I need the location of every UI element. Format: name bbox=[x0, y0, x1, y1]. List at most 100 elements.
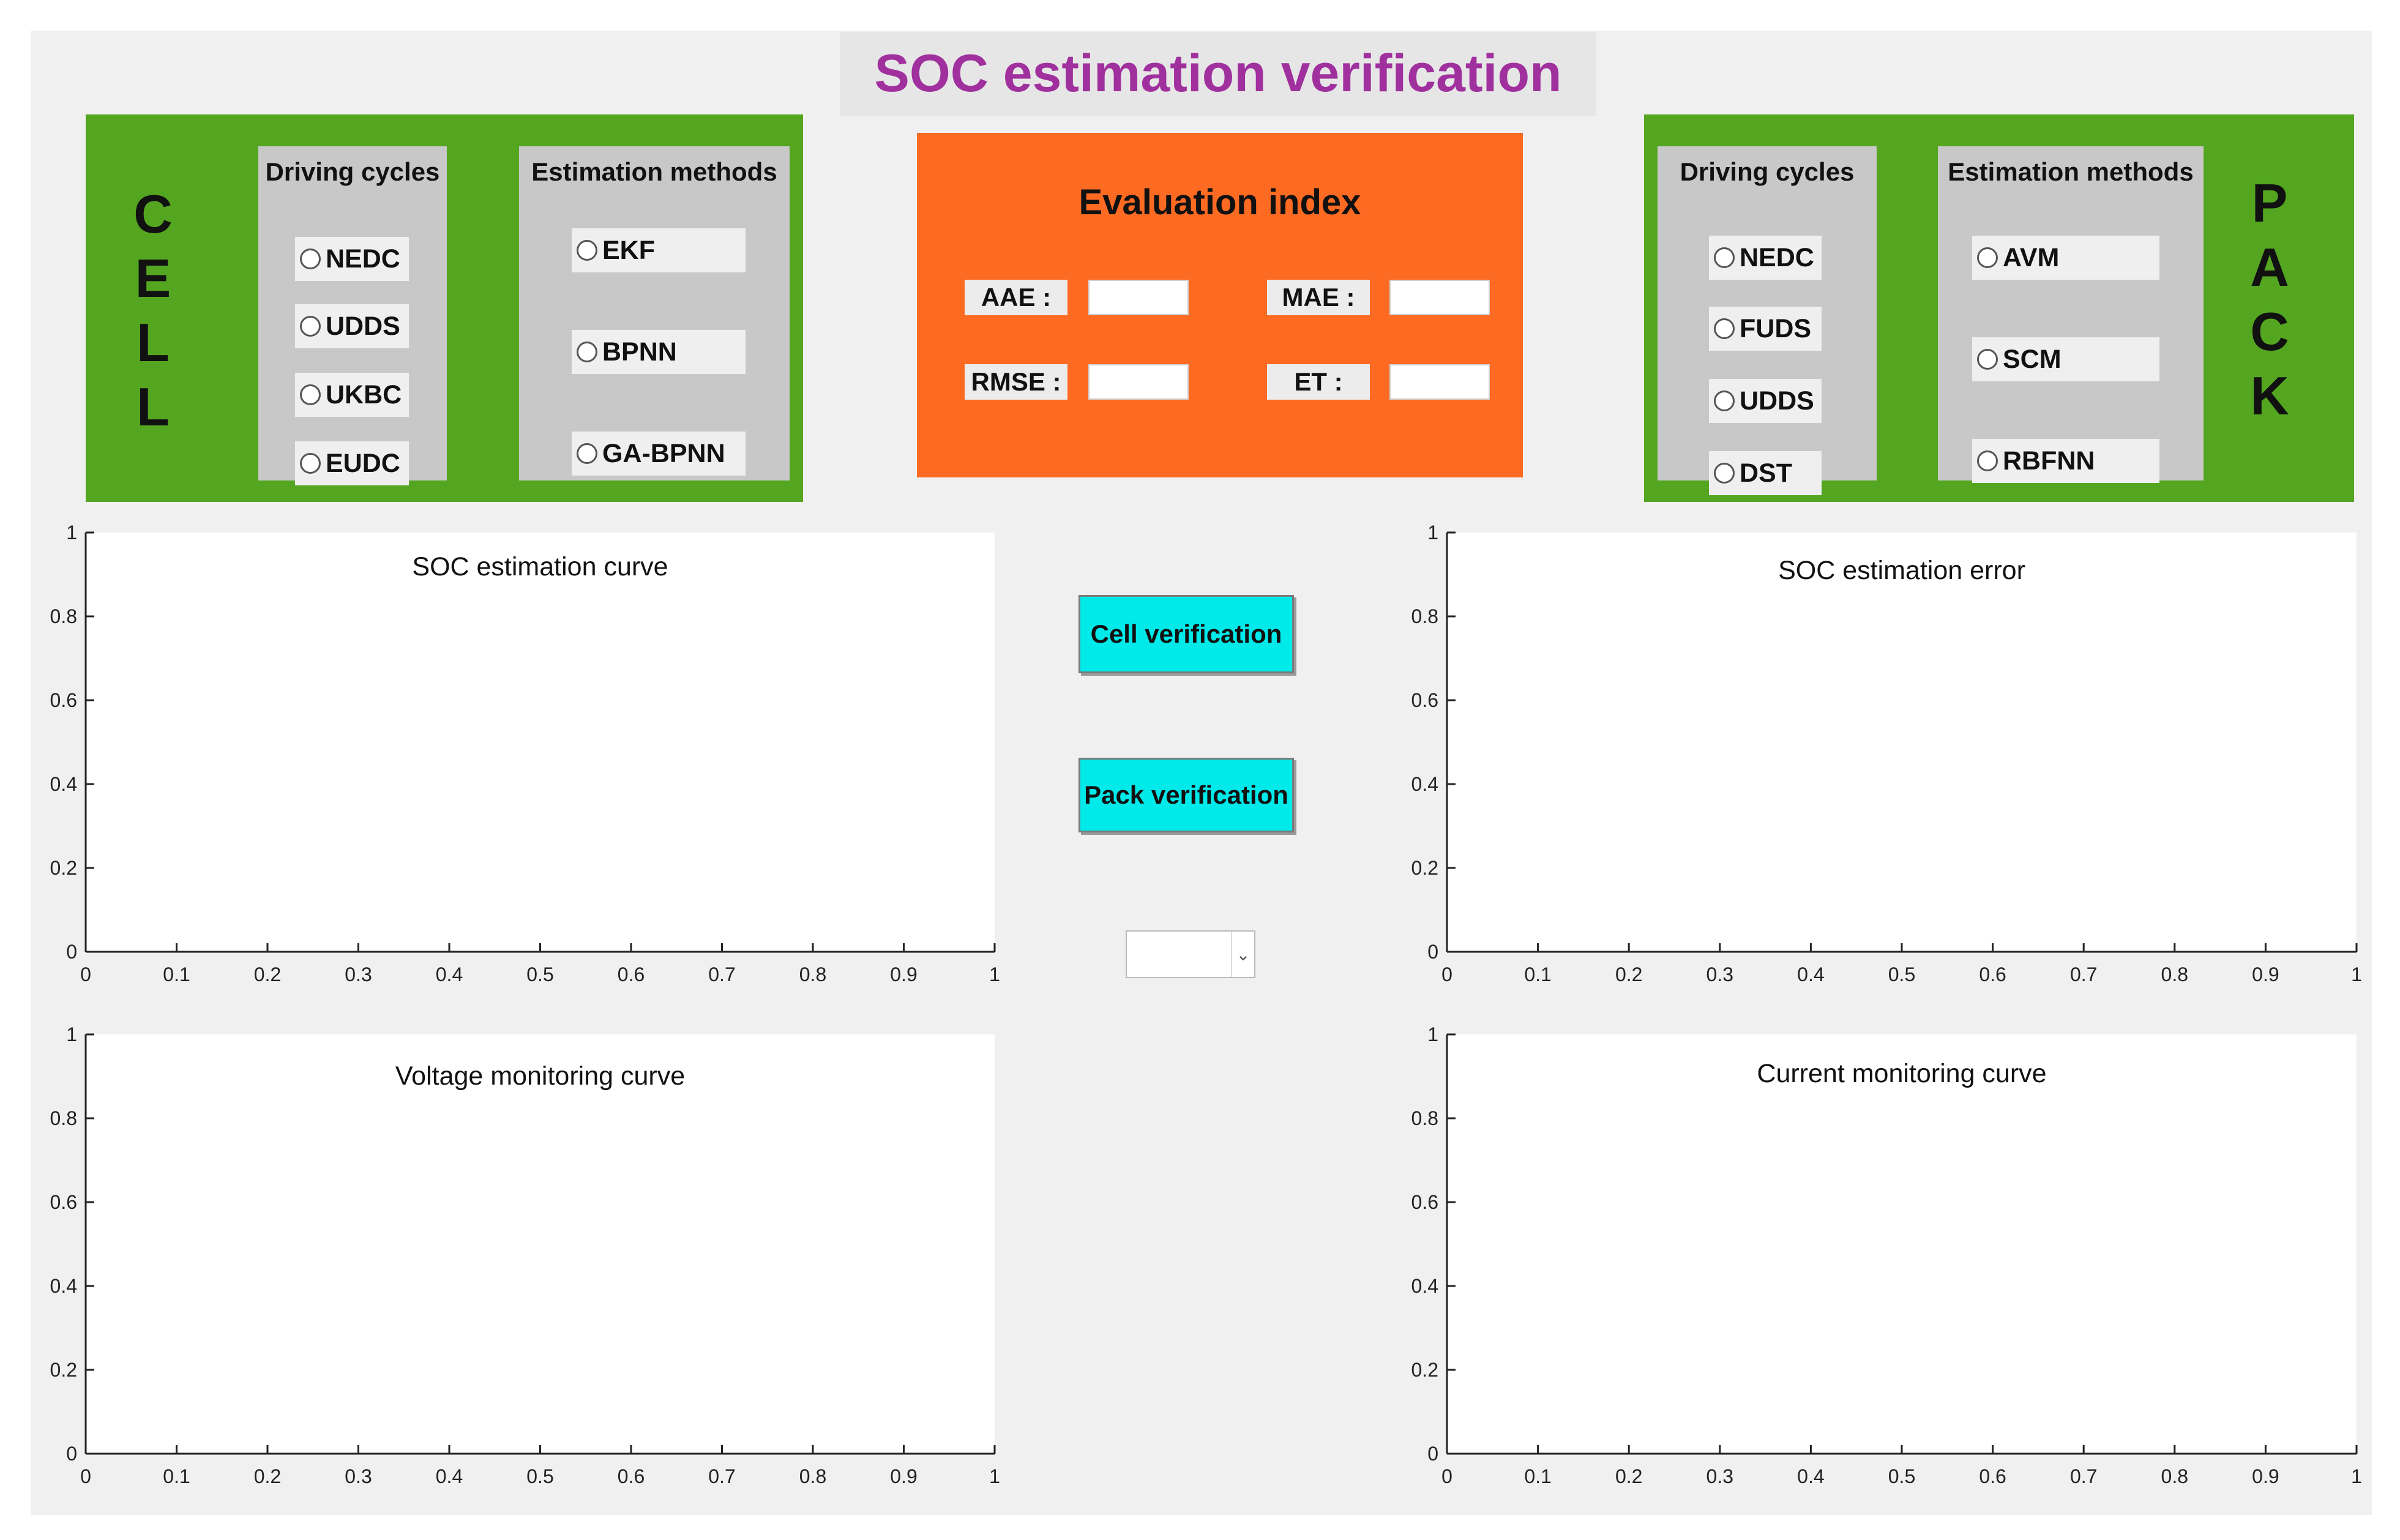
cell-driving-cycles-group: Driving cycles NEDC UDDS UKBC EUDC bbox=[258, 146, 447, 485]
y-tick-label: 0.2 bbox=[50, 857, 77, 879]
pack-radio-scm[interactable]: SCM bbox=[1972, 337, 2159, 381]
aae-field[interactable] bbox=[1088, 280, 1189, 315]
x-tick-label: 0.5 bbox=[1888, 963, 1915, 985]
radio-circle-icon[interactable] bbox=[577, 240, 597, 261]
x-tick-label: 0.6 bbox=[618, 1465, 645, 1487]
y-tick-label: 0.4 bbox=[50, 1275, 77, 1297]
x-tick-label: 0.4 bbox=[1797, 963, 1824, 985]
cell-letter: L bbox=[136, 312, 170, 373]
et-field[interactable] bbox=[1389, 364, 1490, 400]
y-tick-label: 1 bbox=[66, 521, 77, 544]
radio-label: DST bbox=[1740, 458, 1792, 488]
y-tick-label: 1 bbox=[66, 1023, 77, 1045]
radio-circle-icon[interactable] bbox=[300, 384, 321, 405]
pack-letter: P bbox=[2251, 173, 2288, 233]
radio-label: NEDC bbox=[326, 244, 400, 274]
pack-radio-fuds[interactable]: FUDS bbox=[1709, 307, 1822, 351]
x-tick-label: 0 bbox=[1441, 1465, 1452, 1487]
y-tick-label: 0.8 bbox=[50, 605, 77, 627]
x-tick-label: 0.2 bbox=[1615, 1465, 1642, 1487]
voltage-monitoring-curve-axes: Voltage monitoring curve bbox=[86, 1034, 995, 1454]
x-tick-label: 0.3 bbox=[1707, 963, 1733, 985]
radio-circle-icon[interactable] bbox=[1714, 391, 1735, 411]
radio-circle-icon[interactable] bbox=[577, 443, 597, 464]
cell-radio-bpnn[interactable]: BPNN bbox=[572, 330, 746, 374]
pack-radio-avm[interactable]: AVM bbox=[1972, 236, 2159, 280]
radio-label: UKBC bbox=[326, 379, 402, 409]
radio-circle-icon[interactable] bbox=[300, 316, 321, 337]
x-tick-label: 0.5 bbox=[1888, 1465, 1915, 1487]
radio-circle-icon[interactable] bbox=[577, 342, 597, 362]
pack-verification-button[interactable]: Pack verification bbox=[1079, 758, 1294, 832]
cell-radio-ekf[interactable]: EKF bbox=[572, 228, 746, 272]
mae-field[interactable] bbox=[1389, 280, 1490, 315]
chart-title: Voltage monitoring curve bbox=[395, 1061, 686, 1091]
cell-label: C E L L bbox=[122, 182, 184, 439]
y-tick-label: 0.6 bbox=[50, 1191, 77, 1213]
evaluation-panel: Evaluation index AAE : MAE : RMSE : ET : bbox=[917, 133, 1523, 477]
pack-radio-rbfnn[interactable]: RBFNN bbox=[1972, 439, 2159, 483]
radio-circle-icon[interactable] bbox=[300, 249, 321, 269]
radio-circle-icon[interactable] bbox=[300, 453, 321, 474]
pack-radio-udds[interactable]: UDDS bbox=[1709, 379, 1822, 423]
radio-label: GA-BPNN bbox=[602, 438, 725, 468]
pack-radio-dst[interactable]: DST bbox=[1709, 451, 1822, 495]
radio-label: SCM bbox=[2003, 344, 2062, 374]
soc-estimation-error-axes: SOC estimation error bbox=[1447, 533, 2357, 952]
x-tick-label: 0 bbox=[80, 963, 91, 985]
x-tick-label: 0.9 bbox=[2252, 963, 2279, 985]
x-tick-label: 0.7 bbox=[708, 963, 735, 985]
x-tick-label: 1 bbox=[989, 963, 1000, 985]
x-tick-label: 0.9 bbox=[890, 1465, 917, 1487]
soc-estimation-curve-axes: SOC estimation curve bbox=[86, 533, 995, 952]
cell-radio-eudc[interactable]: EUDC bbox=[295, 441, 409, 485]
chart-title: SOC estimation curve bbox=[412, 552, 668, 581]
radio-circle-icon[interactable] bbox=[1714, 463, 1735, 484]
cell-verification-button[interactable]: Cell verification bbox=[1079, 595, 1294, 673]
x-tick-label: 0.1 bbox=[163, 1465, 190, 1487]
radio-label: UDDS bbox=[326, 311, 400, 341]
cell-radio-ga-bpnn[interactable]: GA-BPNN bbox=[572, 432, 746, 476]
y-tick-label: 0.4 bbox=[50, 773, 77, 795]
chevron-down-icon[interactable]: ⌄ bbox=[1231, 932, 1254, 977]
x-tick-label: 0.7 bbox=[708, 1465, 735, 1487]
y-tick-label: 0.4 bbox=[1411, 773, 1438, 795]
et-label: ET : bbox=[1267, 364, 1370, 400]
y-tick-label: 0 bbox=[1427, 1443, 1438, 1465]
radio-circle-icon[interactable] bbox=[1977, 247, 1998, 268]
x-tick-label: 0.8 bbox=[799, 963, 826, 985]
y-tick-label: 0.8 bbox=[50, 1107, 77, 1129]
chart-title: SOC estimation error bbox=[1778, 556, 2025, 585]
rmse-field[interactable] bbox=[1088, 364, 1189, 400]
rmse-label: RMSE : bbox=[965, 364, 1067, 400]
radio-circle-icon[interactable] bbox=[1714, 318, 1735, 339]
y-tick-label: 1 bbox=[1427, 521, 1438, 544]
verification-dropdown[interactable]: ⌄ bbox=[1126, 930, 1255, 978]
radio-circle-icon[interactable] bbox=[1714, 247, 1735, 268]
radio-label: FUDS bbox=[1740, 313, 1812, 343]
x-tick-label: 0.4 bbox=[1797, 1465, 1824, 1487]
y-tick-label: 0 bbox=[66, 941, 77, 963]
pack-letter: K bbox=[2250, 365, 2289, 426]
radio-label: RBFNN bbox=[2003, 446, 2095, 476]
x-tick-label: 0 bbox=[80, 1465, 91, 1487]
radio-circle-icon[interactable] bbox=[1977, 349, 1998, 370]
y-tick-label: 0 bbox=[66, 1443, 77, 1465]
cell-radio-udds[interactable]: UDDS bbox=[295, 304, 409, 348]
y-tick-label: 0.6 bbox=[1411, 1191, 1438, 1213]
x-tick-label: 0.4 bbox=[436, 1465, 463, 1487]
cell-radio-nedc[interactable]: NEDC bbox=[295, 237, 409, 281]
radio-circle-icon[interactable] bbox=[1977, 450, 1998, 471]
x-tick-label: 0.1 bbox=[1524, 963, 1551, 985]
x-tick-label: 0.6 bbox=[618, 963, 645, 985]
cell-radio-ukbc[interactable]: UKBC bbox=[295, 373, 409, 417]
group-title: Estimation methods bbox=[1948, 157, 2194, 186]
radio-label: EKF bbox=[602, 235, 655, 265]
y-tick-label: 0.4 bbox=[1411, 1275, 1438, 1297]
x-tick-label: 0.9 bbox=[2252, 1465, 2279, 1487]
pack-letter: A bbox=[2250, 237, 2289, 297]
pack-radio-nedc[interactable]: NEDC bbox=[1709, 236, 1822, 280]
x-tick-label: 0.3 bbox=[1707, 1465, 1733, 1487]
mae-label: MAE : bbox=[1267, 280, 1370, 315]
x-tick-label: 0.8 bbox=[2161, 1465, 2188, 1487]
